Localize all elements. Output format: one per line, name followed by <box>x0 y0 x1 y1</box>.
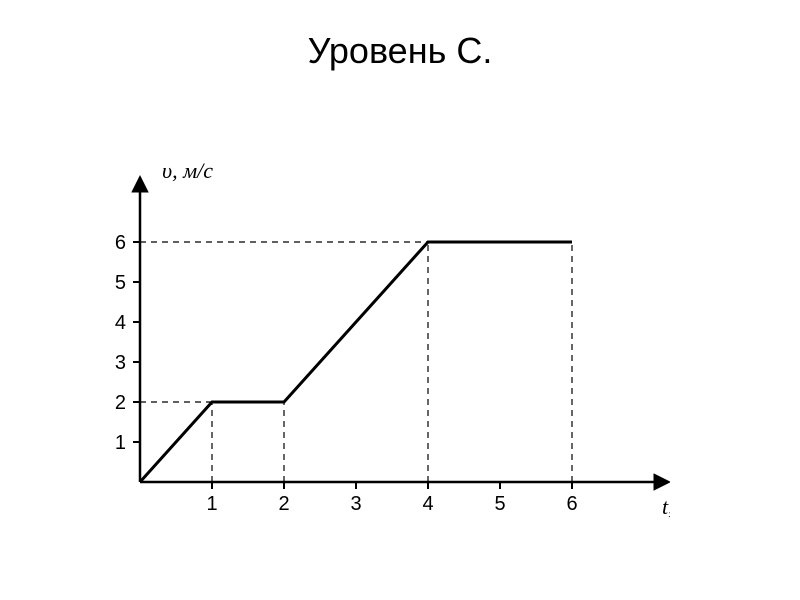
x-tick-label: 2 <box>278 493 289 515</box>
y-tick-label: 4 <box>115 312 126 334</box>
page-title: Уровень С. <box>0 0 800 72</box>
x-tick-label: 5 <box>494 493 505 515</box>
y-tick-label: 2 <box>115 392 126 414</box>
x-axis-label: t, c <box>662 494 670 519</box>
x-tick-label: 6 <box>566 493 577 515</box>
y-tick-label: 5 <box>115 272 126 294</box>
page-title-text: Уровень С. <box>308 30 493 71</box>
y-tick-label: 3 <box>115 352 126 374</box>
y-tick-label: 1 <box>115 432 126 454</box>
x-tick-label: 3 <box>350 493 361 515</box>
series-line <box>140 242 572 482</box>
x-tick-label: 4 <box>422 493 433 515</box>
velocity-time-chart: 1 2 3 4 5 6 1 2 3 4 5 6 υ, м/c t, c <box>70 112 670 542</box>
y-axis-label: υ, м/c <box>162 158 213 183</box>
y-tick-label: 6 <box>115 232 126 254</box>
chart-container: 1 2 3 4 5 6 1 2 3 4 5 6 υ, м/c t, c <box>70 112 800 542</box>
x-tick-label: 1 <box>206 493 217 515</box>
